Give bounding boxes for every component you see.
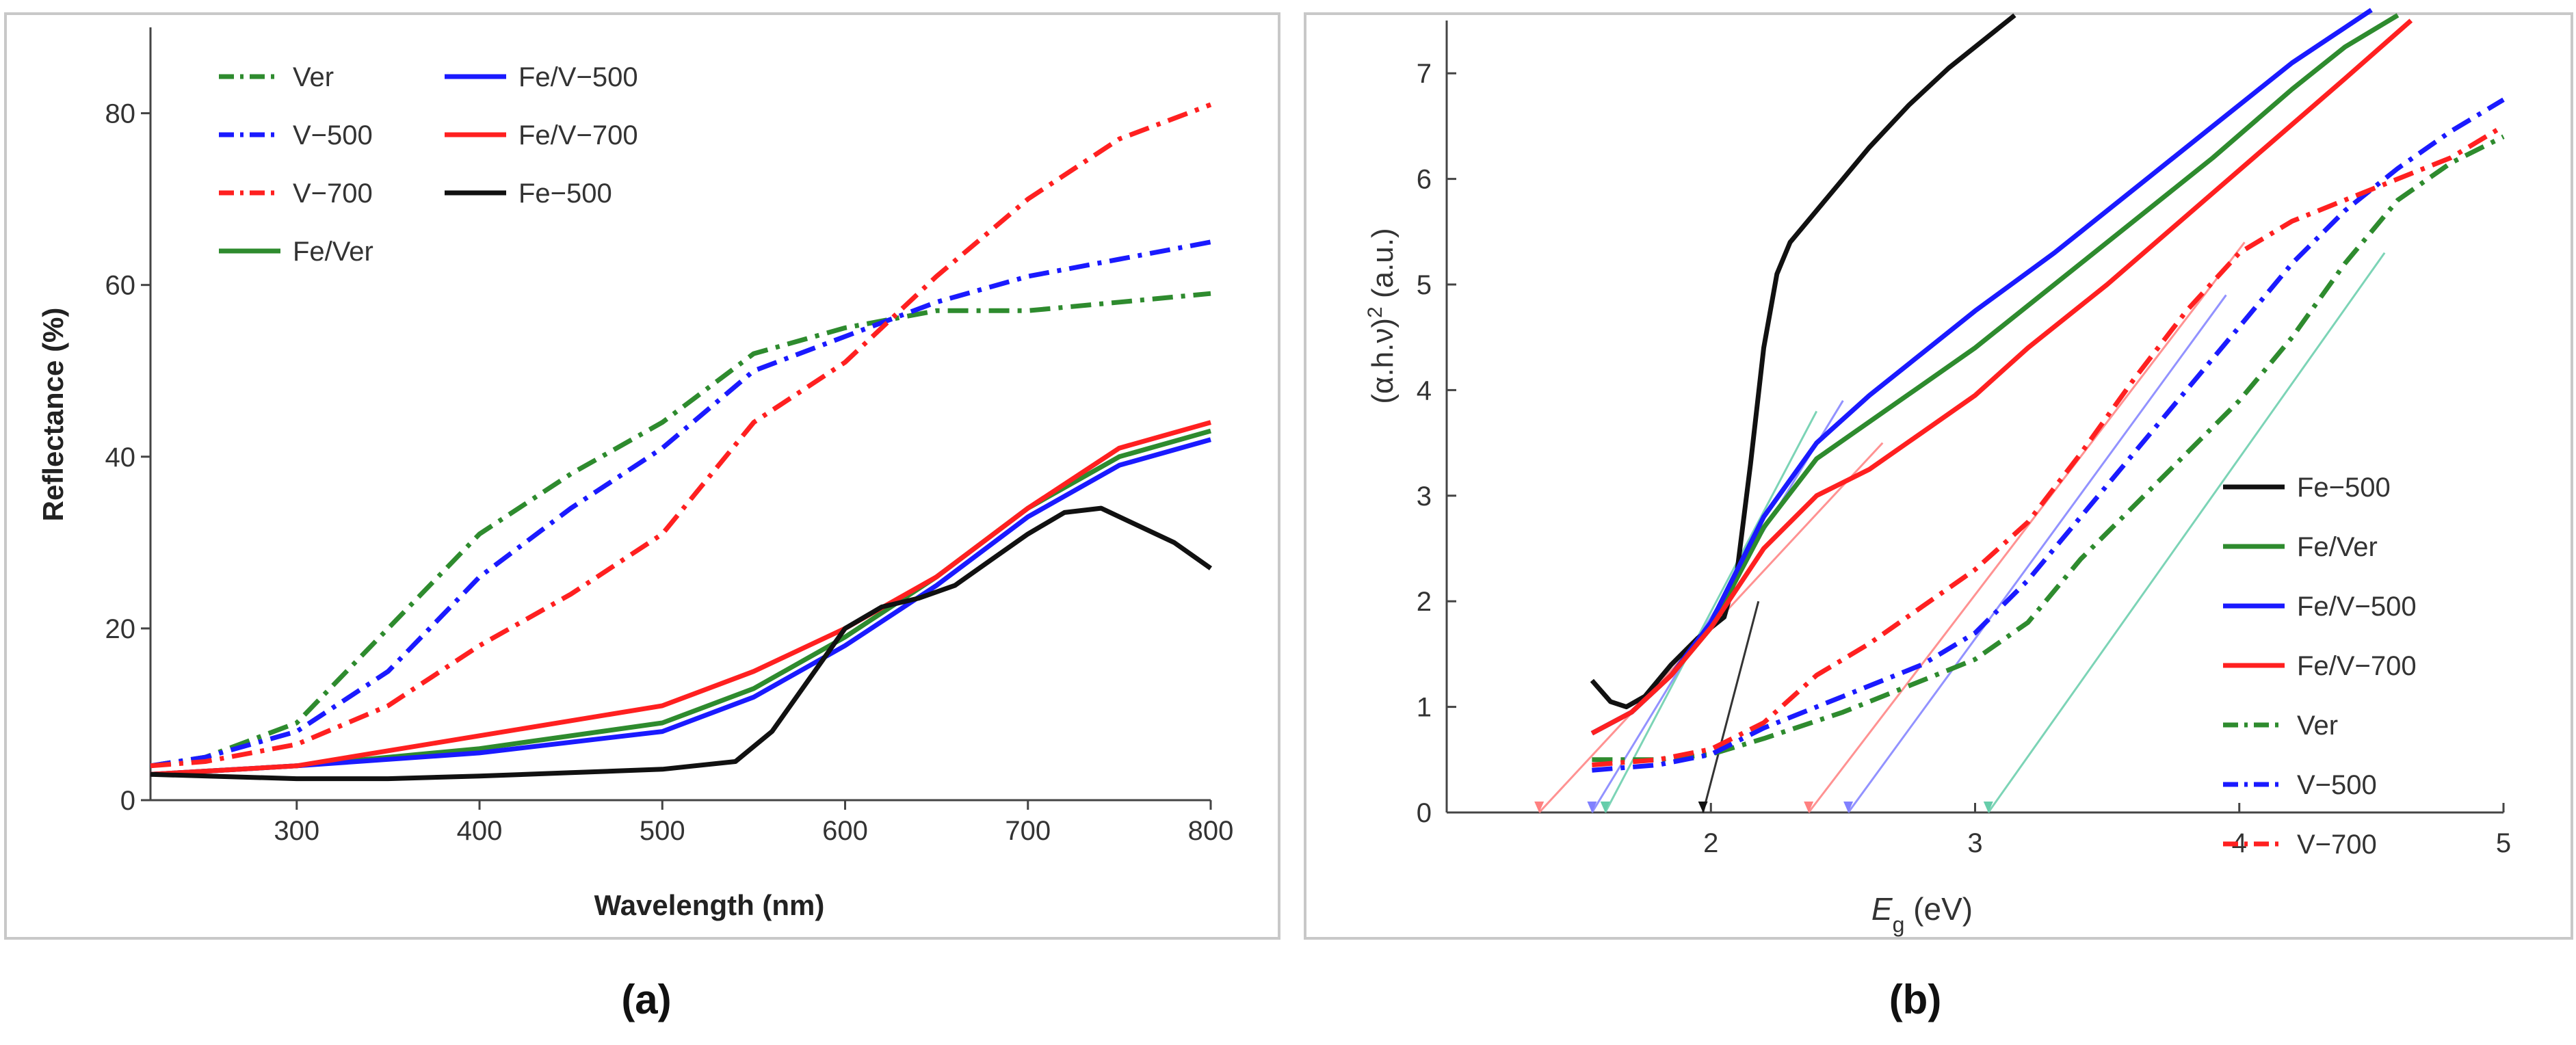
tangent-arrow-v-700 (1804, 802, 1814, 812)
panel-a-caption: (a) (621, 977, 671, 1022)
y-tick-label: 7 (1417, 59, 1432, 89)
legend-label-fe-v-700: Fe/V−700 (2297, 651, 2417, 681)
y-tick-label: 60 (105, 271, 136, 301)
series-line-fe-500 (1590, 13, 2016, 710)
legend-label-fe-ver: Fe/Ver (293, 237, 373, 267)
panel-b-x-axis-label: Eg (eV) (1871, 891, 1973, 937)
tangent-line-v-700 (1807, 241, 2246, 813)
series-line-fe-500 (150, 505, 1213, 782)
tangent-arrow-fe-v-500 (1587, 802, 1597, 812)
y-tick-label: 80 (105, 99, 136, 129)
panel-b-y-axis-label-pre: (α.h.ν) (1366, 318, 1399, 404)
legend-label-v-700: V−700 (2297, 830, 2377, 860)
tangent-line-fe-ver (1604, 410, 1818, 813)
x-tick-label: 300 (274, 816, 319, 846)
series-line-ver (1592, 134, 2505, 763)
legend-label-ver: Ver (2297, 711, 2338, 741)
series-line-v-700 (150, 102, 1212, 769)
panel-b-border (1304, 12, 2573, 940)
panel-a-y-axis-label: Reflectance (%) (37, 308, 69, 522)
panel-b-ticks: 2 3 4 5 0 1 2 3 4 5 6 7 (1417, 59, 2511, 858)
panel-b-series (1590, 8, 2505, 773)
legend-label-v-700: V−700 (293, 178, 373, 209)
series-line-fe-v-700 (1590, 18, 2413, 736)
y-tick-label: 2 (1417, 587, 1432, 617)
y-tick-label: 0 (1417, 798, 1432, 828)
panel-a-ticks: 300 400 500 600 700 800 0 20 40 60 80 (105, 99, 1234, 846)
series-line-fe-v-700 (150, 420, 1211, 777)
legend-label-fe-ver: Fe/Ver (2297, 532, 2378, 562)
y-tick-label: 5 (1417, 270, 1432, 300)
tangent-arrow-v-500 (1843, 802, 1854, 812)
tangent-line-v-500 (1847, 294, 2227, 813)
tangent-line-fe-500 (1702, 600, 1760, 813)
x-tick-label: 600 (822, 816, 868, 846)
legend-label-fe-500: Fe−500 (518, 178, 612, 209)
legend-label-fe-v-500: Fe/V−500 (2297, 592, 2417, 622)
panel-a-legend: Ver V−500 V−700 Fe/Ver Fe/V−500 Fe/V−700 Fe−50… (219, 62, 638, 267)
x-tick-label: 5 (2496, 828, 2511, 858)
y-tick-label: 0 (120, 786, 135, 816)
panel-b-legend: Fe−500 Fe/Ver Fe/V−500 Fe/V−700 Ver V−500 V−70… (2223, 473, 2417, 860)
tangent-arrow-fe-v-700 (1534, 802, 1545, 812)
y-tick-label: 1 (1417, 693, 1432, 723)
series-line-ver (150, 291, 1211, 769)
x-tick-label: 3 (1967, 828, 1982, 858)
y-tick-label: 20 (105, 614, 136, 644)
legend-label-fe-v-700: Fe/V−700 (518, 120, 638, 150)
legend-label-ver: Ver (293, 62, 334, 92)
legend-label-v-500: V−500 (2297, 770, 2377, 800)
x-tick-label: 500 (640, 816, 685, 846)
tangent-arrow-fe-500 (1698, 802, 1708, 812)
panel-b-caption: (b) (1889, 977, 1942, 1022)
series-line-fe-v-500 (150, 437, 1211, 777)
legend-label-fe-v-500: Fe/V−500 (518, 62, 638, 92)
panel-b-y-axis-label: (α.h.ν)2 (a.u.) (1364, 228, 1400, 404)
panel-b: 2 3 4 5 0 1 2 3 4 5 6 7 Fe−500 Fe/Ver Fe/V−500 Fe/V−70… (1304, 8, 2573, 940)
tangent-arrow-ver (1983, 802, 1993, 812)
x-tick-label: 400 (457, 816, 503, 846)
x-tick-label: 2 (1703, 828, 1718, 858)
panel-b-x-axis-label-sub: g (1893, 912, 1905, 937)
panel-a: 300 400 500 600 700 800 0 20 40 60 80 Ver V−500 V−70… (4, 12, 1280, 940)
y-tick-label: 4 (1417, 375, 1432, 406)
series-line-v-500 (1592, 97, 2505, 773)
panel-b-x-axis-label-unit: (eV) (1904, 891, 1973, 927)
panel-a-border (4, 12, 1280, 940)
y-tick-label: 3 (1417, 481, 1432, 512)
legend-label-fe-500: Fe−500 (2297, 473, 2391, 503)
y-tick-label: 40 (105, 442, 136, 473)
x-tick-label: 4 (2232, 828, 2247, 858)
tangent-line-ver (1987, 252, 2386, 813)
legend-label-v-500: V−500 (293, 120, 373, 150)
panel-b-y-axis-label-unit: (a.u.) (1366, 228, 1399, 306)
panel-b-y-axis-label-sup: 2 (1364, 306, 1386, 318)
panel-b-x-axis-label-main: E (1871, 891, 1893, 927)
series-line-v-700 (1592, 124, 2505, 767)
x-tick-label: 800 (1188, 816, 1234, 846)
y-tick-label: 6 (1417, 165, 1432, 195)
tangent-arrow-fe-ver (1600, 802, 1610, 812)
panel-a-series (150, 102, 1213, 782)
panel-a-x-axis-label: Wavelength (nm) (594, 889, 825, 921)
x-tick-label: 700 (1005, 816, 1051, 846)
